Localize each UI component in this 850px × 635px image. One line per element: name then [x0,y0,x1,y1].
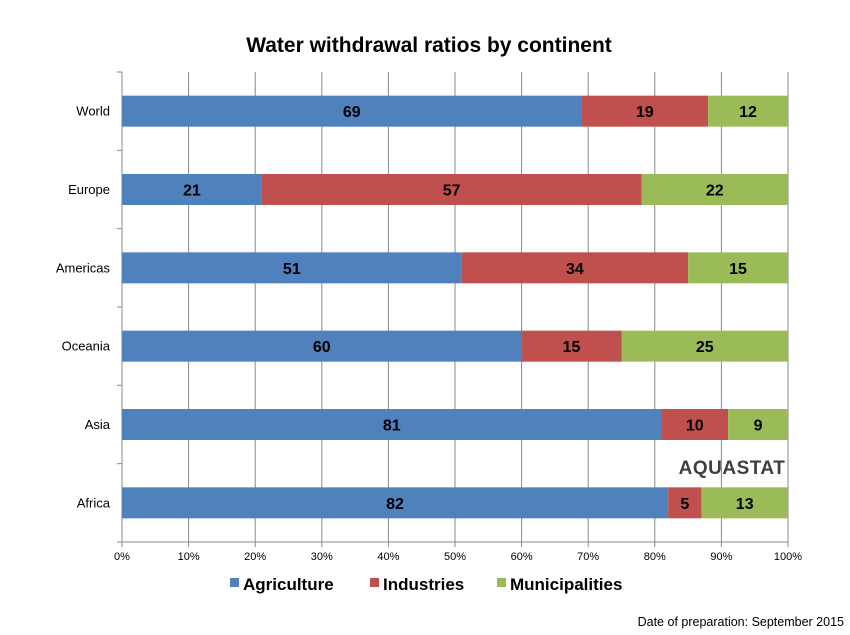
category-label-europe: Europe [68,182,110,197]
category-label-oceania: Oceania [62,339,111,354]
x-tick-label: 30% [311,551,333,563]
chart-title: Water withdrawal ratios by continent [246,34,612,57]
bar-industries-europe [261,174,642,205]
bar-agriculture-asia [122,409,662,440]
data-label-industries-europe: 57 [443,183,461,200]
data-label-industries-asia: 10 [686,418,704,435]
bar-municipalities-asia [728,409,788,440]
category-label-africa: Africa [77,495,111,510]
bar-municipalities-europe [641,174,788,205]
data-label-municipalities-oceania: 25 [696,339,714,356]
x-tick-label: 20% [244,551,266,563]
y-axis-labels: World Europe Americas Oceania Asia Africa [56,104,111,511]
bar-industries-americas [461,252,689,284]
legend-item-agriculture: Agriculture [230,575,334,594]
category-label-americas: Americas [56,260,111,275]
legend-swatch-municipalities [497,578,506,587]
data-label-municipalities-americas: 15 [729,261,747,278]
bar-industries-world [581,95,709,127]
data-label-industries-world: 19 [636,104,654,121]
x-tick-label: 10% [178,551,200,563]
bar-municipalities-americas [688,252,788,284]
legend-label-agriculture: Agriculture [243,575,334,594]
bars: 69 19 12 21 57 22 51 34 15 60 15 25 81 10 9 82 5 13 [122,95,788,519]
legend-label-industries: Industries [383,575,464,594]
data-label-municipalities-africa: 13 [736,496,754,513]
x-axis-tick-labels: 0% 10% 20% 30% 40% 50% 60% 70% 80% 90% 100% [114,551,802,563]
data-label-industries-oceania: 15 [563,339,581,356]
data-label-agriculture-americas: 51 [283,261,301,278]
x-tick-label: 50% [444,551,466,563]
data-label-municipalities-world: 12 [739,104,757,121]
date-of-preparation: Date of preparation: September 2015 [638,615,844,629]
bar-municipalities-africa [701,487,788,519]
data-label-agriculture-europe: 21 [183,183,201,200]
x-tick-label: 100% [774,551,802,563]
data-label-agriculture-asia: 81 [383,418,401,435]
bar-industries-africa [668,487,702,519]
watermark-aquastat: AQUASTAT [679,458,786,479]
legend: Agriculture Industries Municipalities [230,575,622,594]
data-label-industries-africa: 5 [680,496,689,513]
data-label-agriculture-world: 69 [343,104,361,121]
bar-agriculture-oceania [122,330,522,362]
data-label-agriculture-africa: 82 [386,496,404,513]
bar-agriculture-world [122,95,582,127]
legend-swatch-agriculture [230,578,239,587]
bar-agriculture-europe [122,174,262,205]
legend-item-industries: Industries [370,575,464,594]
bar-municipalities-world [708,95,788,127]
bar-agriculture-africa [122,487,669,519]
x-tick-label: 40% [377,551,399,563]
category-label-world: World [76,104,110,119]
bar-municipalities-oceania [621,330,788,362]
legend-item-municipalities: Municipalities [497,575,622,594]
legend-label-municipalities: Municipalities [510,575,622,594]
bar-industries-oceania [521,330,622,362]
data-label-agriculture-oceania: 60 [313,339,331,356]
x-tick-label: 60% [511,551,533,563]
category-label-asia: Asia [85,417,111,432]
legend-swatch-industries [370,578,379,587]
data-label-municipalities-asia: 9 [754,418,763,435]
bar-industries-asia [661,409,729,440]
data-label-municipalities-europe: 22 [706,183,724,200]
axes [117,71,789,547]
x-tick-label: 70% [577,551,599,563]
x-tick-label: 0% [114,551,130,563]
data-label-industries-americas: 34 [566,261,584,278]
gridlines [188,72,789,542]
x-tick-label: 80% [644,551,666,563]
x-tick-label: 90% [710,551,732,563]
bar-agriculture-americas [122,252,462,284]
